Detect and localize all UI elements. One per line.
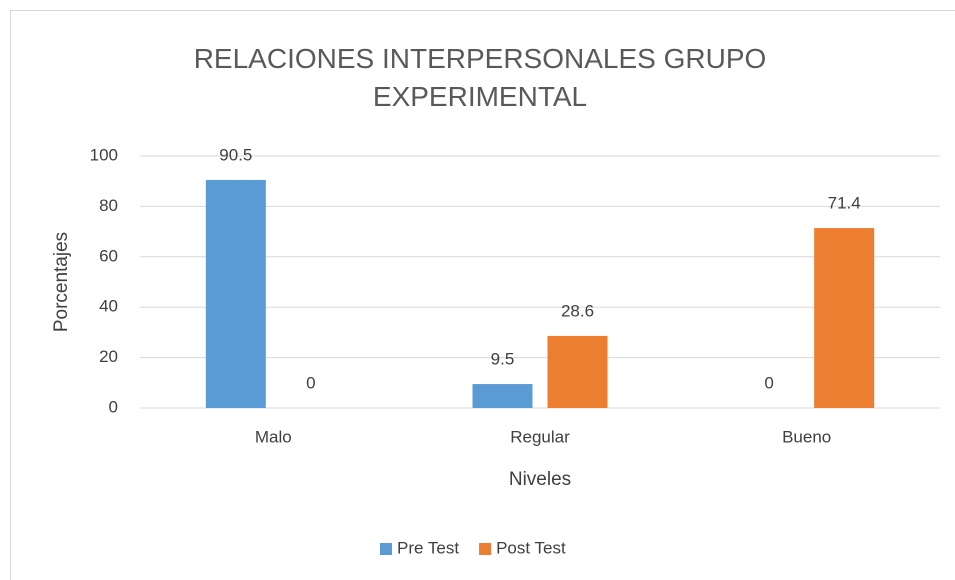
- bar: [473, 384, 533, 408]
- y-tick-label: 80: [99, 196, 118, 215]
- y-tick-label: 40: [99, 297, 118, 316]
- x-tick-label: Malo: [255, 427, 292, 446]
- bar: [548, 336, 608, 408]
- chart: Porcentajes Niveles 0 20 40 60 80 100 Malo 90.5…: [0, 0, 955, 580]
- legend-swatch: [479, 543, 491, 555]
- y-tick-label: 60: [99, 246, 118, 265]
- bar: [814, 228, 874, 408]
- legend-swatch: [380, 543, 392, 555]
- y-axis-label: Porcentajes: [51, 232, 72, 332]
- x-axis-label: Niveles: [509, 469, 571, 490]
- legend-label: Pre Test: [397, 538, 459, 557]
- data-label: 0: [306, 373, 315, 392]
- y-tick-label: 0: [109, 397, 118, 416]
- x-tick-label: Bueno: [782, 427, 831, 446]
- bar: [206, 180, 266, 408]
- data-label: 28.6: [561, 301, 594, 320]
- y-tick-label: 20: [99, 347, 118, 366]
- data-label: 0: [764, 373, 773, 392]
- y-tick-label: 100: [90, 145, 118, 164]
- x-tick-label: Regular: [510, 427, 570, 446]
- data-label: 71.4: [828, 194, 861, 213]
- data-label: 9.5: [491, 350, 515, 369]
- data-label: 90.5: [219, 145, 252, 164]
- legend-label: Post Test: [496, 538, 566, 557]
- chart-title: RELACIONES INTERPERSONALES GRUPO EXPERIM…: [170, 40, 790, 116]
